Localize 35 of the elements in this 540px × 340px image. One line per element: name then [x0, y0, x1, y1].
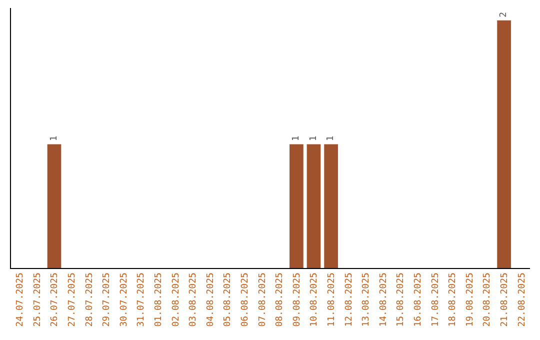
x-tick-label: 31.07.2025: [136, 272, 147, 327]
x-tick-label: 03.08.2025: [188, 272, 199, 327]
data-label: 1: [291, 136, 302, 142]
x-tick-label: 30.07.2025: [119, 272, 130, 327]
x-tick-label: 20.08.2025: [482, 272, 493, 327]
x-tick-label: 11.08.2025: [326, 272, 337, 327]
x-tick-label: 26.07.2025: [50, 272, 60, 327]
x-tick-label: 06.08.2025: [240, 272, 250, 327]
data-label: 2: [499, 12, 510, 18]
x-tick-label: 10.08.2025: [310, 272, 320, 327]
x-tick-label: 01.08.2025: [154, 272, 164, 327]
x-tick-label: 19.08.2025: [465, 272, 476, 327]
x-tick-label: 24.07.2025: [16, 272, 26, 327]
x-tick-label: 16.08.2025: [413, 272, 424, 327]
x-tick-label: 04.08.2025: [206, 272, 216, 327]
x-tick-label: 13.08.2025: [362, 272, 372, 327]
x-tick-label: 09.08.2025: [292, 272, 302, 327]
data-label: 1: [326, 136, 336, 142]
x-tick-label: 21.08.2025: [500, 272, 510, 327]
data-label: 1: [308, 136, 319, 142]
x-tick-label: 07.08.2025: [258, 272, 268, 327]
x-tick-label: 28.07.2025: [84, 272, 95, 327]
x-tick-label: 08.08.2025: [275, 272, 286, 327]
x-tick-label: 25.07.2025: [32, 272, 43, 327]
x-tick-label: 29.07.2025: [102, 272, 112, 327]
x-tick-label: 27.07.2025: [67, 272, 78, 327]
x-tick-label: 12.08.2025: [344, 272, 354, 327]
x-tick-label: 18.08.2025: [448, 272, 458, 327]
x-tick-label: 02.08.2025: [171, 272, 182, 327]
x-tick-label: 15.08.2025: [396, 272, 406, 327]
x-tick-label: 22.08.2025: [517, 272, 528, 327]
x-tick-label: 17.08.2025: [430, 272, 441, 327]
x-tick-label: 14.08.2025: [378, 272, 389, 327]
data-label: 1: [49, 136, 60, 142]
x-tick-label: 05.08.2025: [223, 272, 234, 327]
